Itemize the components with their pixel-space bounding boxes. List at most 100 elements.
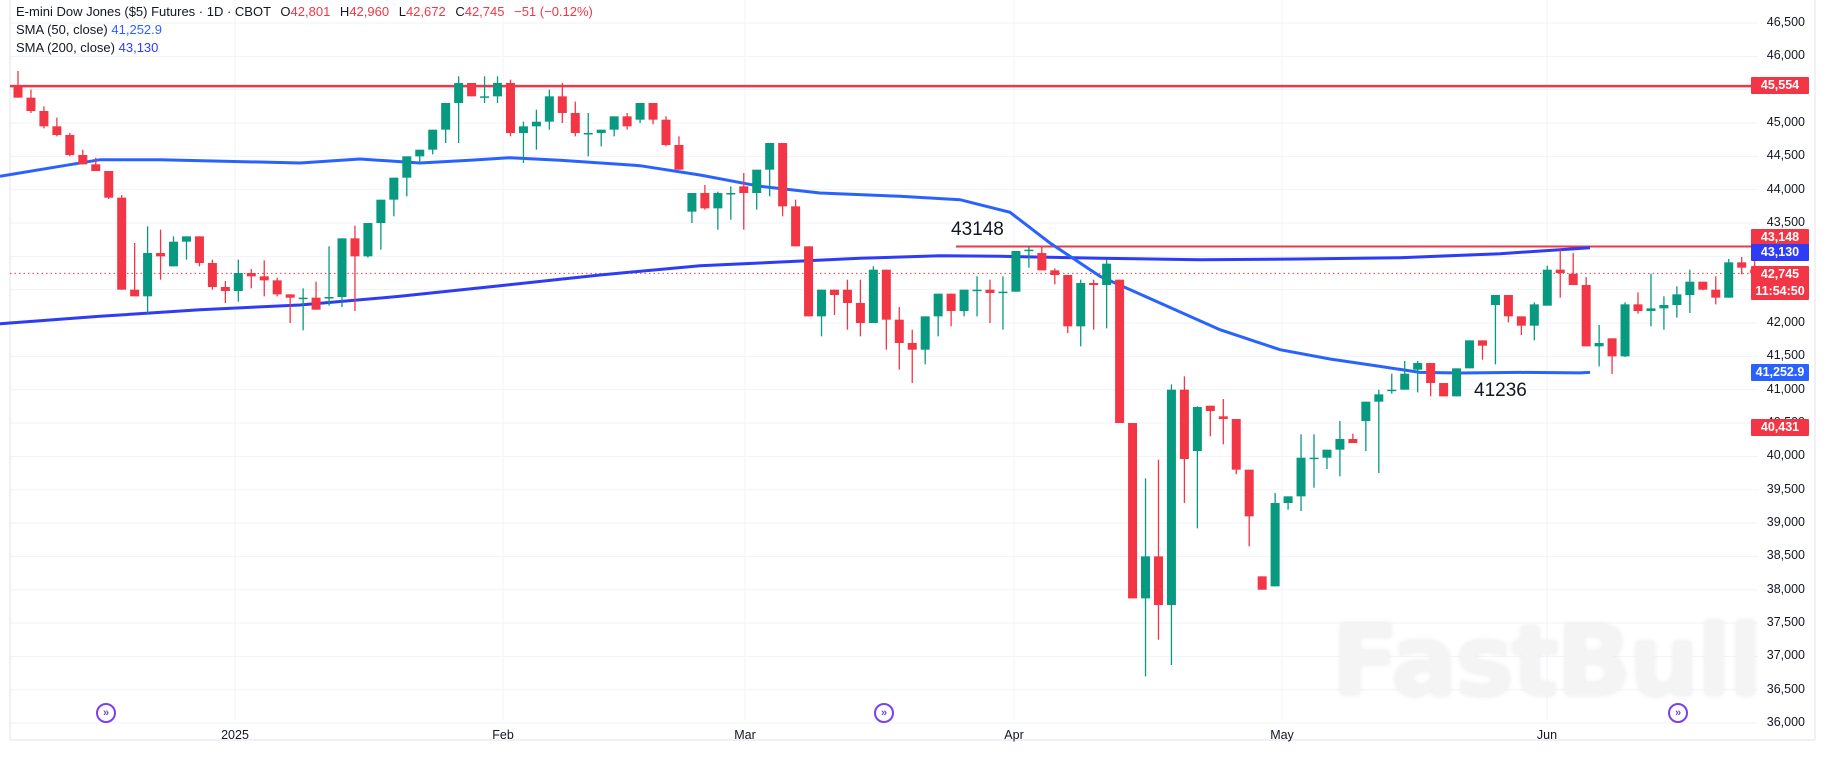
symbol-title[interactable]: E-mini Dow Jones ($5) Futures · 1D · CBO… <box>16 4 271 19</box>
candle[interactable] <box>298 288 308 331</box>
candle[interactable] <box>1555 249 1565 298</box>
candle[interactable] <box>1141 478 1151 677</box>
candle[interactable] <box>687 193 697 224</box>
price-annotation[interactable]: 43148 <box>951 219 1004 240</box>
candle[interactable] <box>1646 273 1656 327</box>
candle[interactable] <box>998 276 1008 330</box>
candle[interactable] <box>1244 469 1254 547</box>
candle[interactable] <box>946 293 956 327</box>
candle[interactable] <box>622 113 632 130</box>
candle[interactable] <box>1270 493 1280 587</box>
candle[interactable] <box>337 238 347 308</box>
candle[interactable] <box>117 195 127 290</box>
candle[interactable] <box>1218 399 1228 445</box>
candle[interactable] <box>1465 340 1475 369</box>
candle[interactable] <box>1594 325 1604 367</box>
candle[interactable] <box>493 76 503 104</box>
candle[interactable] <box>1387 373 1397 394</box>
candle[interactable] <box>1063 275 1073 334</box>
candle[interactable] <box>1322 449 1332 470</box>
candle[interactable] <box>467 83 477 97</box>
candle[interactable] <box>246 269 256 289</box>
candle[interactable] <box>1024 246 1034 268</box>
candle[interactable] <box>596 129 606 147</box>
candle[interactable] <box>1400 361 1410 390</box>
candle[interactable] <box>285 294 295 324</box>
candle[interactable] <box>1361 401 1371 452</box>
candle[interactable] <box>1529 302 1539 341</box>
candle[interactable] <box>518 121 528 164</box>
candle[interactable] <box>1076 279 1086 347</box>
candle[interactable] <box>752 169 762 210</box>
candle[interactable] <box>661 116 671 147</box>
candle[interactable] <box>220 281 230 304</box>
candle[interactable] <box>1231 419 1241 475</box>
candle[interactable] <box>635 103 645 124</box>
candle[interactable] <box>311 281 321 310</box>
candle[interactable] <box>130 243 140 297</box>
candle[interactable] <box>1309 434 1319 488</box>
candle[interactable] <box>855 279 865 337</box>
candle[interactable] <box>415 149 425 165</box>
candle[interactable] <box>402 156 412 197</box>
symbol-legend-row[interactable]: E-mini Dow Jones ($5) Futures · 1D · CBO… <box>16 3 593 21</box>
candle[interactable] <box>1672 286 1682 318</box>
candle[interactable] <box>959 289 969 317</box>
candle[interactable] <box>1205 405 1215 437</box>
candle[interactable] <box>583 113 593 157</box>
candle[interactable] <box>1374 389 1384 474</box>
candle[interactable] <box>881 269 891 350</box>
candle[interactable] <box>1257 576 1267 590</box>
candle[interactable] <box>1503 295 1513 323</box>
candle[interactable] <box>1439 383 1449 397</box>
event-marker-icon[interactable]: » <box>874 703 894 723</box>
candle[interactable] <box>441 103 451 144</box>
candle[interactable] <box>804 246 814 317</box>
candle[interactable] <box>363 223 373 258</box>
candle[interactable] <box>324 246 334 306</box>
candle[interactable] <box>480 76 490 104</box>
candle[interactable] <box>1413 361 1423 393</box>
candle[interactable] <box>907 329 917 384</box>
candle[interactable] <box>1089 279 1099 330</box>
candle[interactable] <box>1050 268 1060 285</box>
candle[interactable] <box>570 101 580 137</box>
candle[interactable] <box>1568 253 1578 286</box>
candle[interactable] <box>791 199 801 247</box>
candle[interactable] <box>272 277 282 297</box>
candle[interactable] <box>933 293 943 337</box>
candle[interactable] <box>1348 433 1358 444</box>
candle[interactable] <box>156 229 166 280</box>
candle[interactable] <box>842 279 852 330</box>
candle[interactable] <box>1711 276 1721 305</box>
candle[interactable] <box>778 143 788 217</box>
candle[interactable] <box>1737 257 1747 275</box>
candle[interactable] <box>1115 279 1125 424</box>
candle[interactable] <box>1620 302 1630 358</box>
candle[interactable] <box>1659 296 1669 330</box>
candle[interactable] <box>233 259 243 302</box>
candle[interactable] <box>1011 251 1021 292</box>
candle[interactable] <box>39 106 49 129</box>
candle[interactable] <box>713 191 723 230</box>
candle[interactable] <box>65 133 75 157</box>
candle[interactable] <box>1581 277 1591 347</box>
event-marker-icon[interactable]: » <box>96 703 116 723</box>
candle[interactable] <box>26 89 36 114</box>
candle[interactable] <box>454 76 464 144</box>
candle[interactable] <box>78 149 88 165</box>
candle[interactable] <box>1296 434 1306 512</box>
candle[interactable] <box>700 185 710 210</box>
event-marker-icon[interactable]: » <box>1668 703 1688 723</box>
candle[interactable] <box>376 199 386 250</box>
candle[interactable] <box>829 289 839 316</box>
candle[interactable] <box>1179 376 1189 504</box>
candle[interactable] <box>544 89 554 130</box>
candle[interactable] <box>726 186 736 220</box>
candle[interactable] <box>1426 363 1436 397</box>
candle[interactable] <box>868 266 878 324</box>
candle[interactable] <box>52 117 62 137</box>
candle[interactable] <box>1283 496 1293 510</box>
candle[interactable] <box>1477 340 1487 360</box>
candle[interactable] <box>739 173 749 230</box>
